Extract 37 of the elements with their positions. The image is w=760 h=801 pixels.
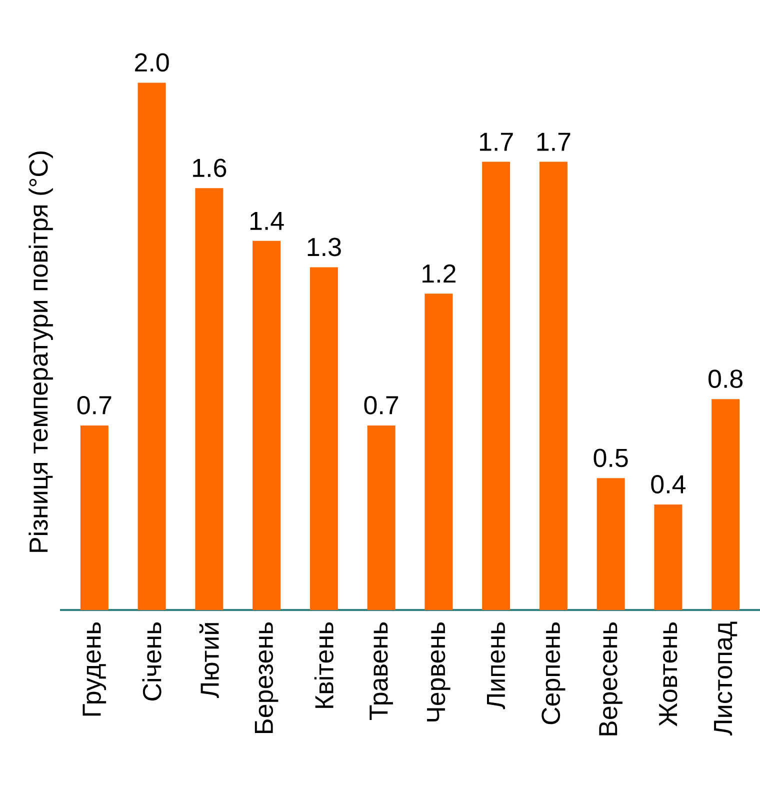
data-label: 0.5 bbox=[594, 448, 628, 468]
x-tick-label: Жовтень bbox=[659, 622, 678, 726]
x-tick-label: Грудень bbox=[82, 622, 106, 716]
data-label: 1.6 bbox=[193, 158, 226, 178]
data-label: 0.4 bbox=[651, 475, 686, 494]
bar bbox=[654, 504, 682, 610]
bar bbox=[80, 425, 108, 610]
x-tick-label: Квітень bbox=[314, 622, 334, 708]
x-tick-label: Вересень bbox=[599, 622, 622, 736]
x-tick-label: Липень bbox=[487, 622, 506, 710]
bar bbox=[195, 188, 224, 610]
data-label: 1.4 bbox=[250, 212, 284, 230]
data-label: 0.7 bbox=[77, 396, 112, 414]
bar bbox=[539, 162, 568, 610]
bar bbox=[596, 478, 625, 610]
bar bbox=[138, 82, 166, 610]
bar bbox=[252, 240, 281, 610]
bar bbox=[424, 294, 453, 610]
data-label: 0.7 bbox=[364, 396, 398, 414]
x-tick-label: Серпень bbox=[542, 622, 566, 724]
x-tick-label: Січень bbox=[142, 622, 162, 700]
data-label: 1.7 bbox=[537, 132, 570, 151]
x-tick-label: Червень bbox=[427, 622, 450, 722]
bar bbox=[367, 425, 396, 610]
x-tick-label: Травень bbox=[370, 622, 393, 720]
data-label: 1.3 bbox=[308, 238, 341, 256]
x-tick-label: Листопад bbox=[714, 622, 738, 736]
x-tick-label: Лютий bbox=[199, 623, 219, 698]
bar bbox=[310, 267, 338, 610]
data-label: 1.7 bbox=[480, 132, 513, 151]
bar bbox=[712, 399, 740, 610]
bar bbox=[482, 162, 510, 610]
data-label: 0.8 bbox=[708, 370, 743, 388]
data-label: 1.2 bbox=[422, 264, 456, 283]
data-label: 2.0 bbox=[135, 53, 169, 72]
x-tick-label: Березень bbox=[254, 622, 278, 734]
y-axis-title: Різниця температури повітря (°C) bbox=[28, 152, 53, 552]
